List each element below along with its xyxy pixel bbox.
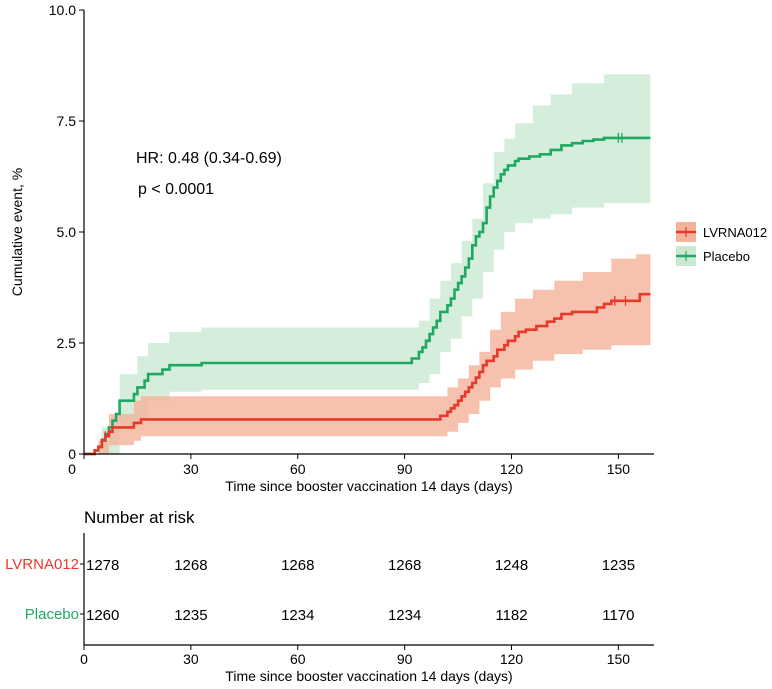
- risk-x-tick-label: 60: [290, 651, 306, 667]
- curve-placebo: [84, 136, 651, 456]
- risk-table-x-axis-title: Time since booster vaccination 14 days (…: [225, 668, 512, 684]
- p-value-annotation: p < 0.0001: [138, 181, 214, 198]
- risk-x-tick-label: 0: [80, 651, 88, 667]
- risk-count: 1260: [86, 607, 119, 624]
- y-tick-label: 10.0: [49, 2, 76, 18]
- y-axis-title: Cumulative event, %: [9, 168, 25, 296]
- x-axis-title: Time since booster vaccination 14 days (…: [225, 478, 512, 494]
- risk-table-title: Number at risk: [84, 508, 195, 527]
- risk-row-label-placebo: Placebo: [25, 606, 79, 623]
- legend: LVRNA012 Placebo: [676, 222, 767, 266]
- risk-count: 1234: [281, 607, 314, 624]
- risk-count: 1235: [602, 557, 635, 574]
- risk-count: 1182: [495, 607, 527, 624]
- risk-table: LVRNA012 1278 1268 1268 1268 1248 1235 Placebo 1…: [5, 556, 635, 667]
- y-axis-ticks: 0 2.5 5.0 7.5 10.0: [49, 2, 84, 462]
- x-tick-label: 60: [290, 461, 306, 477]
- x-tick-label: 0: [68, 461, 76, 477]
- risk-count: 1234: [388, 607, 421, 624]
- y-tick-label: 2.5: [57, 335, 77, 351]
- risk-count: 1268: [281, 557, 314, 574]
- risk-x-tick-label: 30: [183, 651, 199, 667]
- legend-label-placebo: Placebo: [703, 249, 750, 264]
- legend-label-lvrna012: LVRNA012: [703, 225, 767, 240]
- ci-band-lvrna012: [84, 247, 651, 454]
- hazard-ratio-annotation: HR: 0.48 (0.34-0.69): [136, 150, 282, 167]
- survival-curves: [84, 136, 651, 456]
- confidence-bands: [84, 74, 651, 455]
- risk-x-tick-label: 150: [607, 651, 631, 667]
- risk-count: 1170: [602, 607, 634, 624]
- risk-row-label-lvrna012: LVRNA012: [5, 556, 79, 573]
- x-tick-label: 150: [607, 461, 631, 477]
- risk-count: 1268: [388, 557, 421, 574]
- curve-lvrna012: [84, 292, 651, 456]
- risk-x-tick-label: 120: [500, 651, 524, 667]
- x-tick-label: 90: [397, 461, 413, 477]
- risk-count: 1248: [495, 557, 528, 574]
- risk-count: 1235: [174, 607, 207, 624]
- x-tick-label: 120: [500, 461, 524, 477]
- y-tick-label: 0: [68, 446, 76, 462]
- x-axis-ticks: 0 30 60 90 120 150: [68, 454, 630, 477]
- y-tick-label: 7.5: [57, 113, 77, 129]
- risk-x-tick-label: 90: [397, 651, 413, 667]
- x-tick-label: 30: [183, 461, 199, 477]
- y-tick-label: 5.0: [57, 224, 77, 240]
- risk-count: 1278: [86, 557, 119, 574]
- risk-count: 1268: [174, 557, 207, 574]
- censor-marks: [104, 132, 627, 442]
